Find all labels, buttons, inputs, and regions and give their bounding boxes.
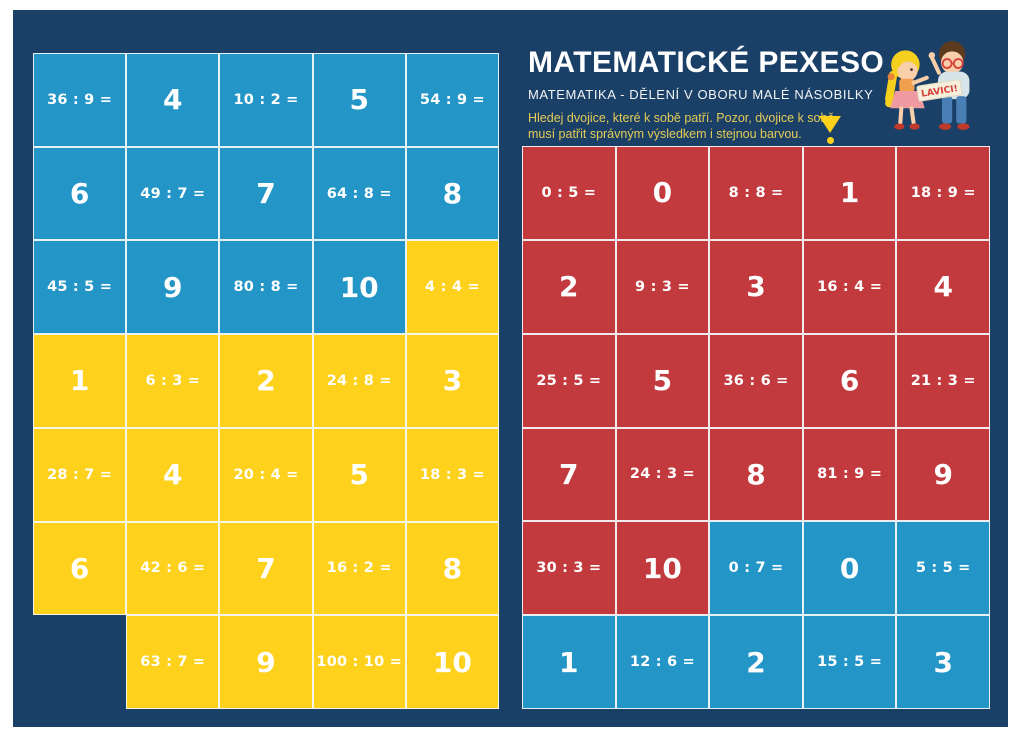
answer-card: 10: [312, 240, 406, 335]
division-card: 6 : 3 =: [126, 334, 220, 428]
division-card: 8 : 8 =: [709, 146, 803, 240]
division-card: 49 : 7 =: [126, 146, 220, 241]
answer-card: 0: [802, 521, 897, 616]
instructions: Hledej dvojice, které k sobě patří. Pozo…: [528, 110, 888, 142]
division-card: 45 : 5 =: [33, 240, 127, 335]
division-card: 0 : 7 =: [709, 521, 803, 616]
answer-card: 9: [896, 427, 990, 522]
division-card: 25 : 5 =: [522, 333, 616, 428]
answer-card: 7: [219, 146, 313, 241]
answer-card: 0: [615, 146, 710, 240]
answer-card: 3: [896, 615, 990, 709]
division-card: 36 : 6 =: [709, 333, 803, 428]
answer-card: 4: [126, 53, 220, 147]
exclamation-dot: [826, 137, 834, 144]
warning-exclamation-icon: [818, 116, 842, 144]
answer-card: 5: [312, 427, 406, 522]
answer-card: 6: [802, 333, 897, 428]
answer-card: 8: [709, 427, 803, 522]
answer-card: 2: [709, 615, 803, 709]
division-card: 100 : 10 =: [312, 615, 406, 709]
answer-card: 3: [709, 239, 803, 334]
answer-card: 6: [33, 146, 127, 241]
division-card: 15 : 5 =: [802, 615, 897, 709]
answer-card: 9: [219, 615, 313, 709]
answer-card: 7: [219, 521, 313, 616]
answer-card: 3: [405, 334, 499, 428]
answer-card: 9: [126, 240, 220, 335]
answer-card: 10: [615, 521, 710, 616]
instructions-line-2: musí patřit správným výsledkem i stejnou…: [528, 127, 802, 141]
division-card: 20 : 4 =: [219, 427, 313, 522]
answer-card: 8: [405, 521, 499, 616]
answer-card: 8: [405, 146, 499, 241]
division-card: 21 : 3 =: [896, 333, 990, 428]
answer-card: 4: [896, 239, 990, 334]
division-card: 42 : 6 =: [126, 521, 220, 616]
division-card: 28 : 7 =: [33, 427, 127, 522]
banner: LAVICI!: [916, 79, 963, 102]
answer-card: 1: [802, 146, 897, 240]
page-subtitle: MATEMATIKA - DĚLENÍ V OBORU MALÉ NÁSOBIL…: [528, 87, 874, 102]
division-card: 0 : 5 =: [522, 146, 616, 240]
page-title: MATEMATICKÉ PEXESO: [528, 46, 885, 79]
instructions-line-1: Hledej dvojice, které k sobě patří. Pozo…: [528, 111, 835, 125]
division-card: 16 : 4 =: [802, 239, 897, 334]
exclamation-triangle: [819, 116, 841, 133]
girl-figure: [885, 50, 929, 130]
division-card: 64 : 8 =: [312, 146, 406, 241]
division-card: 4 : 4 =: [405, 240, 499, 335]
division-card: 16 : 2 =: [312, 521, 406, 616]
division-card: 36 : 9 =: [33, 53, 127, 147]
kids-illustration: LAVICI!: [885, 41, 970, 130]
division-card: 30 : 3 =: [522, 521, 616, 616]
answer-card: 1: [33, 334, 127, 428]
answer-card: 6: [33, 521, 127, 616]
answer-card: 1: [522, 615, 616, 709]
answer-card: 2: [219, 334, 313, 428]
division-card: 80 : 8 =: [219, 240, 313, 335]
division-card: 9 : 3 =: [615, 239, 710, 334]
empty-slot: [33, 615, 126, 709]
division-card: 24 : 3 =: [615, 427, 710, 522]
board-background: 36 : 9 = 4 10 : 2 = 5 54 : 9 = 6 49 : 7 = 7 64 :…: [13, 10, 1008, 727]
left-card-grid: 36 : 9 = 4 10 : 2 = 5 54 : 9 = 6 49 : 7 = 7 64 :…: [33, 53, 499, 709]
answer-card: 5: [615, 333, 710, 428]
division-card: 24 : 8 =: [312, 334, 406, 428]
division-card: 12 : 6 =: [615, 615, 710, 709]
answer-card: 2: [522, 239, 616, 334]
division-card: 10 : 2 =: [219, 53, 313, 147]
boy-figure: [928, 41, 970, 130]
answer-card: 4: [126, 427, 220, 522]
answer-card: 7: [522, 427, 616, 522]
division-card: 63 : 7 =: [126, 615, 220, 709]
answer-card: 10: [405, 615, 499, 709]
division-card: 54 : 9 =: [405, 53, 499, 147]
right-card-grid: 0 : 5 = 0 8 : 8 = 1 18 : 9 = 2 9 : 3 = 3 16 : 4 …: [522, 146, 990, 709]
division-card: 81 : 9 =: [802, 427, 897, 522]
division-card: 18 : 3 =: [405, 427, 499, 522]
division-card: 18 : 9 =: [896, 146, 990, 240]
division-card: 5 : 5 =: [896, 521, 990, 616]
answer-card: 5: [312, 53, 406, 147]
header: MATEMATICKÉ PEXESO MATEMATIKA - DĚLENÍ V…: [528, 46, 888, 144]
